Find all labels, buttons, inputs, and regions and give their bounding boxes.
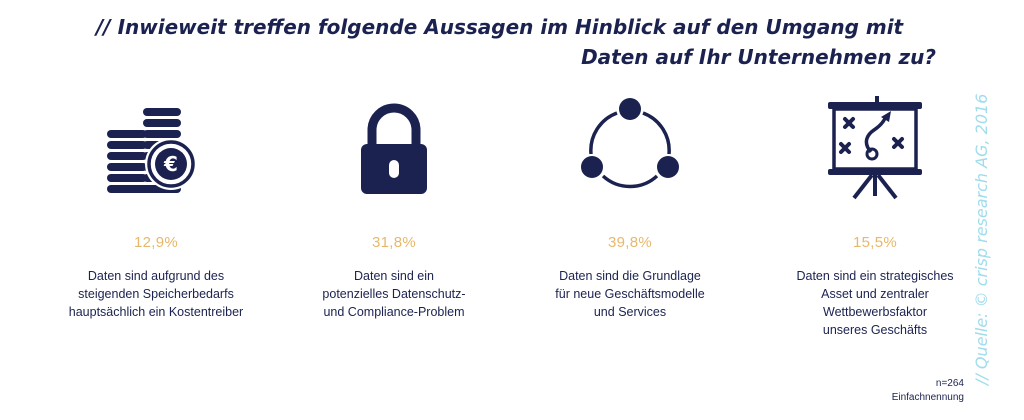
stat-value-4: 15,5% bbox=[852, 234, 898, 251]
description-line: steigenden Speicherbedarfs bbox=[78, 287, 234, 301]
description-line: Daten sind ein bbox=[354, 269, 434, 283]
chart-title: // Inwieweit treffen folgende Aussagen i… bbox=[96, 12, 942, 72]
stat-column-1: € 12,9% Daten sind aufgrund des steigend… bbox=[41, 90, 271, 321]
stat-description-1: Daten sind aufgrund des steigenden Speic… bbox=[41, 267, 271, 321]
description-line: hauptsächlich ein Kostentreiber bbox=[68, 305, 244, 319]
description-line: potenzielles Datenschutz- bbox=[322, 287, 466, 301]
stat-value-1: 12,9% bbox=[133, 234, 179, 251]
stat-column-4: 15,5% Daten sind ein strategisches Asset… bbox=[760, 90, 990, 339]
stat-description-3: Daten sind die Grundlage für neue Geschä… bbox=[515, 267, 745, 321]
description-line: für neue Geschäftsmodelle bbox=[555, 287, 705, 301]
description-line: und Compliance-Problem bbox=[323, 305, 465, 319]
strategy-board-icon bbox=[760, 90, 990, 208]
description-line: Daten sind aufgrund des bbox=[87, 269, 225, 283]
stat-value-3: 39,8% bbox=[607, 234, 653, 251]
stat-description-4: Daten sind ein strategisches Asset und z… bbox=[760, 267, 990, 339]
description-line: Daten sind ein strategisches bbox=[796, 269, 954, 283]
svg-text:€: € bbox=[163, 152, 178, 176]
title-line-1: // Inwieweit treffen folgende Aussagen i… bbox=[96, 15, 904, 39]
answer-type: Einfachnennung bbox=[891, 392, 964, 403]
stat-column-2: 31,8% Daten sind ein potenzielles Datens… bbox=[279, 90, 509, 321]
euro-coins-icon: € bbox=[41, 90, 271, 208]
description-line: Wettbewerbsfaktor bbox=[823, 305, 927, 319]
description-line: Daten sind die Grundlage bbox=[559, 269, 701, 283]
sample-note: n=264 Einfachnennung bbox=[860, 377, 964, 405]
description-line: und Services bbox=[593, 305, 667, 319]
stat-column-3: 39,8% Daten sind die Grundlage für neue … bbox=[515, 90, 745, 321]
sample-size: n=264 bbox=[935, 378, 964, 389]
stat-value-2: 31,8% bbox=[371, 234, 417, 251]
padlock-icon bbox=[279, 90, 509, 208]
stat-description-2: Daten sind ein potenzielles Datenschutz-… bbox=[279, 267, 509, 321]
source-credit: // Quelle: © crisp research AG, 2016 bbox=[972, 93, 991, 385]
description-line: Asset und zentraler bbox=[821, 287, 929, 301]
cycle-nodes-icon bbox=[515, 90, 745, 208]
description-line: unseres Geschäfts bbox=[822, 323, 928, 337]
title-line-2: Daten auf Ihr Unternehmen zu? bbox=[581, 45, 936, 69]
